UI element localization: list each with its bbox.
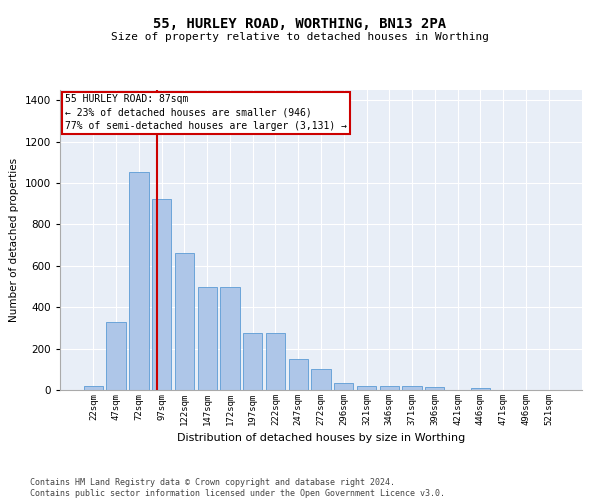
Bar xyxy=(380,386,399,390)
Text: Contains HM Land Registry data © Crown copyright and database right 2024.
Contai: Contains HM Land Registry data © Crown c… xyxy=(30,478,445,498)
Bar xyxy=(106,322,126,390)
Bar xyxy=(403,386,422,390)
Bar xyxy=(425,387,445,390)
Y-axis label: Number of detached properties: Number of detached properties xyxy=(9,158,19,322)
Text: 55 HURLEY ROAD: 87sqm
← 23% of detached houses are smaller (946)
77% of semi-det: 55 HURLEY ROAD: 87sqm ← 23% of detached … xyxy=(65,94,347,131)
Bar xyxy=(311,370,331,390)
Bar xyxy=(334,383,353,390)
Bar xyxy=(152,198,172,390)
Text: 55, HURLEY ROAD, WORTHING, BN13 2PA: 55, HURLEY ROAD, WORTHING, BN13 2PA xyxy=(154,18,446,32)
Bar xyxy=(197,286,217,390)
Bar xyxy=(470,388,490,390)
Bar xyxy=(220,286,239,390)
Bar xyxy=(289,359,308,390)
Bar xyxy=(357,386,376,390)
Bar xyxy=(175,254,194,390)
X-axis label: Distribution of detached houses by size in Worthing: Distribution of detached houses by size … xyxy=(177,434,465,444)
Bar xyxy=(84,386,103,390)
Bar xyxy=(266,333,285,390)
Bar xyxy=(129,172,149,390)
Text: Size of property relative to detached houses in Worthing: Size of property relative to detached ho… xyxy=(111,32,489,42)
Bar xyxy=(243,333,262,390)
